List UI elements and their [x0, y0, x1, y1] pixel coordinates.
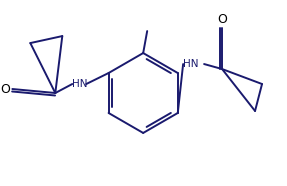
Text: O: O: [217, 13, 227, 26]
Text: O: O: [0, 83, 10, 95]
Text: HN: HN: [72, 79, 88, 89]
Text: HN: HN: [183, 59, 199, 69]
